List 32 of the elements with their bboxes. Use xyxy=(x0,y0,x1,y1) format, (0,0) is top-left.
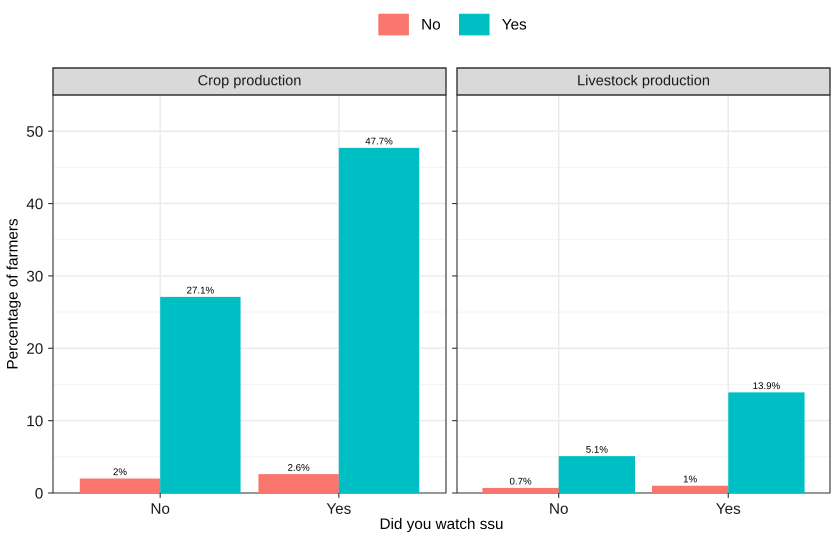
y-tick-label: 10 xyxy=(27,416,43,426)
bar xyxy=(652,486,728,493)
chart-title: Crop production xyxy=(198,74,300,88)
data-label: 5.1% xyxy=(586,446,608,453)
data-label: 2% xyxy=(113,468,127,476)
bar xyxy=(728,392,805,493)
bar xyxy=(558,456,636,493)
data-label: 0.7% xyxy=(510,478,532,485)
x-tick-label: No xyxy=(550,503,568,514)
legend-label: No xyxy=(422,18,440,30)
bar xyxy=(258,474,339,493)
data-label: 13.9% xyxy=(753,382,780,390)
x-axis-title: Did you watch ssu xyxy=(380,518,502,532)
chart-title: Livestock production xyxy=(578,74,710,88)
data-label: 27.1% xyxy=(187,286,214,294)
y-tick-label: 50 xyxy=(26,126,43,137)
data-label: 1% xyxy=(684,476,697,482)
x-tick-label: Yes xyxy=(716,503,740,514)
bar xyxy=(160,296,241,493)
y-tick-label: 20 xyxy=(27,343,43,354)
bar xyxy=(338,148,420,493)
data-label: 47.7% xyxy=(365,138,392,144)
bar xyxy=(482,488,559,493)
y-tick-label: 0 xyxy=(35,488,43,499)
data-label: 2.6% xyxy=(288,464,310,471)
y-tick-label: 40 xyxy=(26,198,43,210)
bar xyxy=(80,478,160,493)
x-tick-label: Yes xyxy=(326,503,351,514)
x-tick-label: No xyxy=(152,503,170,514)
legend-label: Yes xyxy=(502,18,526,30)
y-axis-title: Percentage of farmers xyxy=(6,218,21,368)
y-tick-label: 30 xyxy=(26,270,43,282)
